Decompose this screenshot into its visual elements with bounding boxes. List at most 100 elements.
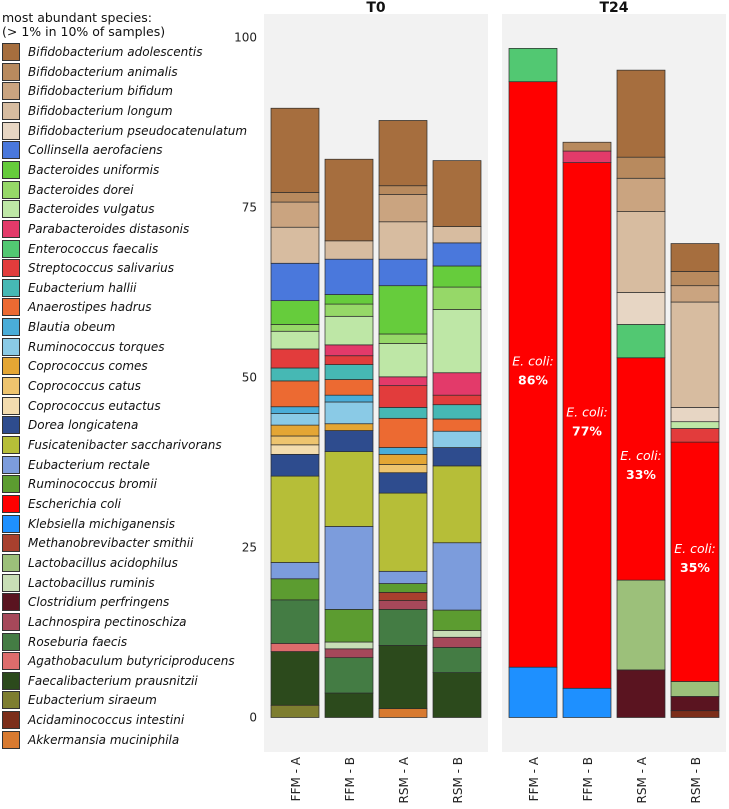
annotation-line1-ffm-a: E. coli:: [512, 353, 554, 368]
legend-label: Coprococcus comes: [28, 359, 148, 374]
bar-segment-t0-rsm-a-eubacterium-rectale: [378, 570, 428, 584]
bar-segment-t0-rsm-b-streptococcus-salivarius: [432, 394, 482, 406]
legend-swatch: [2, 62, 20, 81]
legend-item-klebsiella-michiganensis: Klebsiella michiganensis: [2, 514, 240, 534]
legend-swatch: [2, 239, 20, 258]
legend-item-fusicatenibacter-saccharivorans: Fusicatenibacter saccharivorans: [2, 436, 240, 455]
legend-label: Collinsella aerofaciens: [28, 143, 163, 158]
bar-segment-t0-rsm-a-bacteroides-vulgatus: [378, 343, 428, 378]
bar-segment-t0-ffm-b-bacteroides-vulgatus: [324, 315, 374, 346]
annotation-line1-rsm-b: E. coli:: [674, 541, 716, 556]
bar-segment-t0-ffm-a-bacteroides-dorei: [270, 324, 320, 332]
legend: most abundant species: (> 1% in 10% of s…: [0, 0, 247, 760]
legend-item-bifidobacterium-pseudocatenulatum: Bifidobacterium pseudocatenulatum: [2, 121, 247, 141]
legend-item-bacteroides-vulgatus: Bacteroides vulgatus: [2, 200, 240, 219]
bar-segment-t24-rsm-a-enterococcus-faecalis: [616, 324, 666, 359]
bar-segment-t0-ffm-b-roseburia-faecis: [324, 657, 374, 694]
bar-segment-t0-rsm-a-bifidobacterium-adolescentis: [378, 120, 428, 187]
legend-swatch: [2, 337, 20, 356]
bar-segment-t24-rsm-b-bacteroides-vulgatus: [670, 421, 720, 429]
bar-segment-t0-ffm-b-faecalibacterium-prausnitzii: [324, 692, 374, 718]
legend-item-bifidobacterium-bifidum: Bifidobacterium bifidum: [2, 82, 240, 101]
legend-item-bacteroides-uniformis: Bacteroides uniformis: [2, 160, 240, 180]
legend-swatch: [2, 730, 20, 749]
legend-swatch: [2, 553, 20, 572]
legend-label: Bifidobacterium adolescentis: [28, 45, 203, 59]
legend-swatch: [2, 278, 20, 297]
bar-segment-t0-rsm-a-coprococcus-catus: [378, 464, 428, 474]
legend-swatch: [2, 318, 20, 337]
legend-label: Faecalibacterium prausnitzii: [28, 673, 198, 688]
legend-label: Coprococcus eutactus: [28, 398, 161, 413]
legend-swatch: [2, 475, 20, 494]
legend-item-bifidobacterium-adolescentis: Bifidobacterium adolescentis: [2, 43, 240, 62]
bar-segment-t0-rsm-b-ruminococcus-bromii: [432, 609, 482, 631]
legend-item-eubacterium-rectale: Eubacterium rectale: [2, 455, 240, 475]
legend-swatch: [2, 180, 20, 199]
bar-segment-t0-ffm-b-streptococcus-salivarius: [324, 355, 374, 365]
legend-item-blautia-obeum: Blautia obeum: [2, 318, 240, 337]
bar-segment-t0-ffm-a-bifidobacterium-longum: [270, 226, 320, 264]
legend-item-clostridium-perfringens: Clostridium perfringens: [2, 593, 240, 612]
legend-item-lactobacillus-ruminis: Lactobacillus ruminis: [2, 573, 240, 593]
annotation-line2-rsm-a: 33%: [626, 467, 656, 482]
x-tick-label-t0-rsm-b: RSM - B: [451, 757, 465, 804]
legend-item-lactobacillus-acidophilus: Lactobacillus acidophilus: [2, 553, 240, 573]
bar-segment-t0-rsm-b-bacteroides-uniformis: [432, 265, 482, 288]
bar-segment-t24-rsm-b-lactobacillus-acidophilus: [670, 681, 720, 697]
bar-segment-t0-rsm-a-anaerostipes-hadrus: [378, 417, 428, 448]
legend-label: Lactobacillus ruminis: [28, 575, 155, 590]
legend-swatch: [2, 612, 20, 631]
bar-segment-t24-rsm-a-bifidobacterium-pseudocatenulatum: [616, 292, 666, 325]
bar-segment-t0-ffm-b-collinsella-aerofaciens: [324, 258, 374, 295]
legend-swatch: [2, 514, 20, 533]
bar-segment-t0-ffm-b-blautia-obeum: [324, 394, 374, 403]
bar-segment-t0-rsm-b-bacteroides-dorei: [432, 286, 482, 310]
bar-segment-t0-ffm-b-bifidobacterium-adolescentis: [324, 158, 374, 242]
legend-item-roseburia-faecis: Roseburia faecis: [2, 632, 240, 652]
bar-segment-t0-ffm-a-collinsella-aerofaciens: [270, 262, 320, 302]
legend-item-akkermansia-muciniphila: Akkermansia muciniphila: [2, 730, 240, 750]
legend-swatch: [2, 101, 20, 120]
legend-label: Anaerostipes hadrus: [28, 300, 152, 315]
legend-item-eubacterium-siraeum: Eubacterium siraeum: [2, 691, 240, 710]
bar-segment-t0-ffm-a-fusicatenibacter-saccharivorans: [270, 475, 320, 563]
legend-label: Enterococcus faecalis: [28, 241, 159, 256]
annotation-line1-rsm-a: E. coli:: [620, 448, 662, 463]
legend-label: Bacteroides vulgatus: [28, 202, 155, 217]
bar-segment-t0-rsm-b-lachnospira-pectinoschiza: [432, 636, 482, 648]
legend-swatch: [2, 691, 20, 710]
legend-swatch: [2, 200, 20, 219]
legend-item-parabacteroides-distasonis: Parabacteroides distasonis: [2, 219, 240, 239]
bar-segment-t24-rsm-a-bifidobacterium-animalis: [616, 156, 666, 179]
legend-item-escherichia-coli: Escherichia coli: [2, 494, 240, 514]
bar-segment-t0-ffm-b-bacteroides-uniformis: [324, 294, 374, 305]
bar-segment-t0-rsm-a-collinsella-aerofaciens: [378, 258, 428, 287]
legend-item-eubacterium-hallii: Eubacterium hallii: [2, 278, 240, 298]
bar-segment-t0-rsm-a-fusicatenibacter-saccharivorans: [378, 492, 428, 572]
legend-item-streptococcus-salivarius: Streptococcus salivarius: [2, 259, 240, 278]
bar-segment-t0-ffm-b-lactobacillus-ruminis: [324, 641, 374, 650]
bar-segment-t24-rsm-a-bifidobacterium-bifidum: [616, 177, 666, 212]
panel-title-t24: T24: [599, 0, 628, 16]
bar-segment-t0-ffm-b-bacteroides-dorei: [324, 303, 374, 317]
legend-title-line-1: most abundant species:: [2, 10, 152, 25]
legend-item-ruminococcus-bromii: Ruminococcus bromii: [2, 475, 240, 494]
x-tick-label-t0-rsm-a: RSM - A: [397, 756, 411, 803]
bar-segment-t24-rsm-a-clostridium-perfringens: [616, 669, 666, 718]
legend-label: Bacteroides uniformis: [28, 162, 160, 177]
bar-segment-t0-rsm-a-parabacteroides-distasonis: [378, 376, 428, 387]
legend-label: Eubacterium rectale: [28, 457, 150, 472]
bar-segment-t24-rsm-b-bifidobacterium-adolescentis: [670, 243, 720, 272]
bar-segment-t0-rsm-a-blautia-obeum: [378, 447, 428, 455]
x-tick-label-t24-ffm-a: FFM - A: [527, 756, 541, 801]
bar-segment-t0-ffm-a-bacteroides-uniformis: [270, 300, 320, 325]
bar-segment-t0-ffm-a-eubacterium-hallii: [270, 367, 320, 382]
legend-swatch: [2, 377, 20, 396]
bar-segment-t24-ffm-a-enterococcus-faecalis: [508, 48, 558, 83]
bar-segment-t0-rsm-b-collinsella-aerofaciens: [432, 242, 482, 267]
legend-item-bacteroides-dorei: Bacteroides dorei: [2, 180, 240, 200]
legend-swatch: [2, 160, 20, 179]
legend-item-bifidobacterium-longum: Bifidobacterium longum: [2, 101, 240, 121]
